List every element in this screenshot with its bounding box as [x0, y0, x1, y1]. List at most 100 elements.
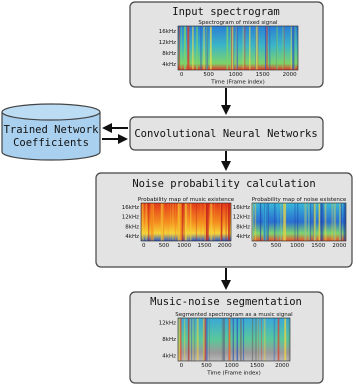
spectrogram-texture — [193, 318, 195, 361]
x-tick-label: 1500 — [256, 72, 270, 78]
spectrogram-texture — [308, 203, 310, 241]
y-tick-label: 8kHz — [236, 224, 250, 230]
spectrogram-texture — [297, 203, 299, 241]
spectrogram-texture — [240, 318, 242, 361]
spectrogram-texture — [283, 203, 287, 241]
spectrogram-texture — [180, 203, 183, 241]
y-tick-label: 16kHz — [159, 29, 176, 35]
y-tick-label: 4kHz — [236, 234, 250, 240]
spectrogram-texture — [274, 203, 276, 241]
spectrogram-texture — [242, 318, 245, 361]
spectrogram-texture — [191, 318, 193, 361]
spectrogram-texture — [207, 203, 209, 241]
y-tick-label: 12kHz — [233, 215, 250, 221]
spectrogram-texture — [192, 318, 194, 361]
spectrogram-texture — [189, 203, 192, 241]
cnn-box — [129, 116, 324, 151]
spectrogram-texture — [184, 318, 186, 361]
spectrogram-texture — [282, 26, 284, 70]
spectrogram-texture — [190, 318, 192, 361]
spectrogram-texture — [225, 203, 227, 241]
spectrogram-texture — [170, 203, 171, 241]
y-tick-label: 12kHz — [159, 321, 176, 327]
spectrogram-texture — [252, 203, 254, 241]
x-axis-label: Time (Frame index) — [206, 371, 260, 377]
spectrogram-texture — [206, 26, 209, 70]
spectrogram-texture — [187, 26, 190, 70]
spectrogram-texture — [161, 203, 163, 241]
x-tick-label: 500 — [271, 243, 282, 249]
spectrogram-texture — [233, 26, 235, 70]
x-tick-label: 500 — [201, 363, 212, 369]
y-tick-label: 8kHz — [162, 337, 176, 343]
spectrogram-texture — [305, 203, 307, 241]
spectrogram-texture — [263, 203, 265, 241]
spectrogram-texture — [340, 203, 343, 241]
coefficients-line: Coefficients — [13, 137, 89, 149]
spectrogram-texture — [249, 26, 251, 70]
coefficients-line: Trained Network — [4, 124, 100, 136]
spectrogram-texture — [277, 203, 279, 241]
spectrogram-texture — [210, 203, 213, 241]
spectrogram-texture — [151, 203, 154, 241]
y-tick-label: 8kHz — [125, 224, 139, 230]
spectrogram-texture — [333, 203, 336, 241]
spectrogram-image — [177, 317, 291, 362]
spectrogram-texture — [294, 203, 296, 241]
y-tick-label: 4kHz — [162, 62, 176, 68]
spectrogram-texture — [221, 318, 224, 361]
spectrogram-texture — [179, 318, 182, 361]
spectrogram-texture — [228, 318, 231, 361]
x-tick-label: 2000 — [275, 363, 289, 369]
spectrogram-texture — [260, 203, 262, 241]
spectrogram-texture — [179, 318, 181, 361]
x-tick-label: 0 — [180, 72, 184, 78]
spectrogram-texture — [231, 26, 232, 70]
spectrogram-texture — [167, 203, 169, 241]
spectrogram-texture — [236, 318, 239, 361]
spectrogram-texture — [228, 203, 230, 241]
spectrogram-texture — [304, 203, 306, 241]
spectrogram-texture — [204, 318, 207, 361]
y-tick-label: 12kHz — [159, 40, 176, 46]
spectrogram-image — [177, 25, 299, 71]
noise-prob-title: Noise probability calculation — [132, 178, 315, 190]
x-tick-label: 2000 — [283, 72, 297, 78]
spectrogram-texture — [251, 318, 254, 361]
spectrogram-texture — [257, 318, 259, 361]
spectrogram-texture — [313, 203, 316, 241]
spectrogram-texture — [145, 203, 147, 241]
spectrogram-texture — [331, 203, 333, 241]
x-axis-label: Time (Frame index) — [210, 80, 264, 86]
spectrogram-texture — [257, 26, 259, 70]
spectrogram-texture — [287, 318, 289, 361]
spectrogram-texture — [252, 203, 254, 241]
spectrogram-texture — [273, 318, 276, 361]
spectrogram-texture — [244, 26, 246, 70]
spectrogram-texture — [183, 26, 187, 70]
spectrogram-texture — [160, 203, 162, 241]
x-tick-label: 2000 — [218, 243, 232, 249]
spectrogram-texture — [196, 318, 199, 361]
spectrogram-texture — [163, 203, 165, 241]
x-tick-label: 500 — [203, 72, 214, 78]
spectrogram-texture — [267, 203, 268, 241]
spectrogram-texture — [183, 203, 185, 241]
spectrogram-texture — [209, 26, 212, 70]
spectrogram-texture — [314, 203, 317, 241]
spectrogram-texture — [192, 26, 194, 70]
plot-title: Probability map of music existence — [138, 197, 235, 203]
spectrogram-texture — [188, 318, 190, 361]
spectrogram-texture — [228, 203, 230, 241]
coefficients-db: Trained Network Coefficients — [1, 103, 101, 161]
plot-title: Probability map of noise existence — [252, 197, 347, 203]
spectrogram-texture — [320, 203, 322, 241]
spectrogram-texture — [172, 203, 174, 241]
input-title: Input spectrogram — [172, 6, 279, 18]
x-tick-label: 1000 — [225, 363, 239, 369]
spectrogram-texture — [200, 26, 202, 70]
spectrogram-texture — [184, 203, 187, 241]
spectrogram-texture — [181, 203, 184, 241]
spectrogram-texture — [276, 26, 277, 70]
